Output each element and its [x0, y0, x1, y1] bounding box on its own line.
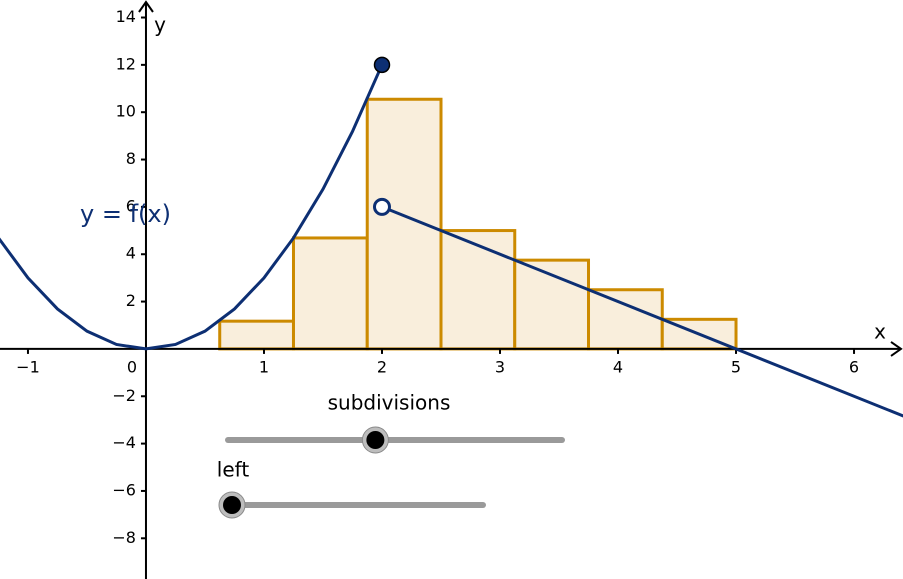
y-tick-label: −8: [112, 528, 136, 547]
slider-label: left: [217, 458, 250, 482]
function-curve: [0, 64, 384, 351]
riemann-bar: [439, 229, 517, 351]
y-tick-label: 8: [126, 149, 136, 168]
x-axis-arrow: [890, 341, 903, 357]
y-tick-label: 4: [126, 244, 136, 263]
y-tick-label: 14: [116, 7, 136, 26]
y-tick-label: −2: [112, 386, 136, 405]
y-tick-label: −4: [112, 433, 136, 452]
x-tick-label: 3: [495, 357, 505, 376]
x-tick-label: 5: [731, 357, 741, 376]
riemann-bar: [587, 288, 664, 351]
x-tick-label: 0: [127, 357, 137, 376]
slider-knob[interactable]: [223, 496, 241, 514]
x-tick-label: 2: [377, 357, 387, 376]
x-axis-label: x: [874, 320, 886, 344]
x-tick-label: 4: [613, 357, 623, 376]
function-curve: [381, 205, 903, 418]
y-tick-label: 10: [116, 102, 136, 121]
riemann-bar: [365, 97, 443, 351]
y-tick-label: 2: [126, 291, 136, 310]
function-label: y = f(x): [80, 200, 171, 228]
slider-knob[interactable]: [366, 431, 385, 449]
closed-endpoint: [373, 56, 391, 74]
open-endpoint: [372, 197, 391, 216]
x-tick-label: 1: [259, 357, 269, 376]
y-tick-label: −6: [112, 480, 136, 499]
y-axis-arrow: [138, 0, 154, 13]
y-axis-label: y: [154, 13, 166, 37]
x-tick-label: 6: [849, 357, 859, 376]
riemann-bar: [218, 319, 295, 351]
riemann-bar: [291, 236, 369, 351]
y-tick-label: 6: [126, 196, 136, 215]
y-tick-label: 12: [116, 54, 136, 73]
x-tick-label: −1: [16, 357, 40, 376]
slider-label: subdivisions: [328, 391, 451, 415]
